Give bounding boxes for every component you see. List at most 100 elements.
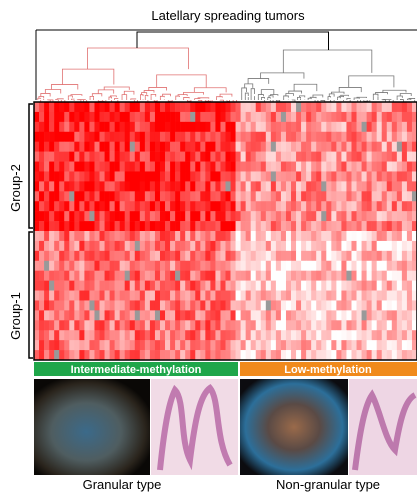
heatmap-cell	[241, 152, 246, 162]
heatmap-cell	[210, 181, 215, 191]
heatmap-cell	[120, 330, 125, 340]
heatmap-cell	[372, 231, 377, 241]
heatmap-cell	[367, 162, 372, 172]
heatmap-cell	[54, 162, 59, 172]
heatmap-cell	[200, 152, 205, 162]
dendrogram-branch	[176, 96, 180, 97]
heatmap-cell	[382, 251, 387, 261]
heatmap-cell	[326, 122, 331, 132]
heatmap-cell	[84, 221, 89, 231]
heatmap-cell	[412, 132, 417, 142]
heatmap-cell	[170, 211, 175, 221]
heatmap-cell	[155, 231, 160, 241]
heatmap-cell	[341, 191, 346, 201]
heatmap-cell	[84, 211, 89, 221]
heatmap-cell	[44, 251, 49, 261]
heatmap-cell	[210, 122, 215, 132]
heatmap-cell	[382, 211, 387, 221]
heatmap-cell	[286, 350, 291, 360]
heatmap-cell	[120, 231, 125, 241]
heatmap-cell	[236, 271, 241, 281]
heatmap-cell	[286, 261, 291, 271]
heatmap-cell	[271, 320, 276, 330]
heatmap-cell	[185, 261, 190, 271]
heatmap-cell	[266, 310, 271, 320]
heatmap-cell	[316, 330, 321, 340]
heatmap-cell	[367, 132, 372, 142]
heatmap-cell	[165, 251, 170, 261]
heatmap-cell	[251, 171, 256, 181]
heatmap-cell	[392, 201, 397, 211]
heatmap-cell	[236, 112, 241, 122]
dendrogram-branch	[62, 69, 113, 84]
heatmap-cell	[331, 102, 336, 112]
heatmap-cell	[145, 211, 150, 221]
heatmap-cell	[89, 142, 94, 152]
heatmap-cell	[271, 132, 276, 142]
heatmap-cell	[306, 251, 311, 261]
heatmap-cell	[231, 330, 236, 340]
heatmap-cell	[407, 152, 412, 162]
heatmap-cell	[377, 261, 382, 271]
heatmap-cell	[79, 300, 84, 310]
heatmap-cell	[89, 221, 94, 231]
heatmap-cell	[281, 271, 286, 281]
heatmap-cell	[382, 271, 387, 281]
heatmap-cell	[286, 152, 291, 162]
heatmap-cell	[407, 142, 412, 152]
heatmap-cell	[195, 112, 200, 122]
heatmap-cell	[241, 241, 246, 251]
dendrogram-branch	[248, 79, 269, 84]
heatmap-cell	[39, 350, 44, 360]
heatmap-cell	[155, 142, 160, 152]
heatmap-cell	[331, 271, 336, 281]
heatmap-cell	[94, 231, 99, 241]
heatmap-cell	[276, 152, 281, 162]
heatmap-cell	[271, 310, 276, 320]
heatmap-cell	[130, 231, 135, 241]
heatmap-cell	[130, 142, 135, 152]
heatmap-cell	[331, 281, 336, 291]
heatmap-cell	[84, 152, 89, 162]
dendrogram-branch	[397, 96, 402, 98]
heatmap-cell	[306, 122, 311, 132]
heatmap-cell	[220, 281, 225, 291]
heatmap-cell	[407, 102, 412, 112]
heatmap-cell	[407, 340, 412, 350]
heatmap-cell	[89, 211, 94, 221]
heatmap-cell	[367, 261, 372, 271]
heatmap-cell	[397, 350, 402, 360]
heatmap-cell	[64, 132, 69, 142]
heatmap-cell	[341, 132, 346, 142]
heatmap-cell	[94, 171, 99, 181]
heatmap-cell	[231, 340, 236, 350]
heatmap-cell	[367, 112, 372, 122]
heatmap-cell	[140, 350, 145, 360]
heatmap-cell	[261, 181, 266, 191]
heatmap-cell	[306, 330, 311, 340]
heatmap-cell	[110, 340, 115, 350]
heatmap-cell	[256, 132, 261, 142]
heatmap-cell	[115, 241, 120, 251]
heatmap-cell	[377, 291, 382, 301]
heatmap-cell	[362, 201, 367, 211]
heatmap-cell	[326, 271, 331, 281]
dendrogram-branch	[268, 98, 271, 99]
heatmap-cell	[387, 310, 392, 320]
heatmap-cell	[175, 201, 180, 211]
heatmap-cell	[357, 300, 362, 310]
heatmap-cell	[200, 221, 205, 231]
heatmap-cell	[226, 291, 231, 301]
heatmap-cell	[286, 201, 291, 211]
heatmap-cell	[155, 340, 160, 350]
heatmap-cell	[402, 330, 407, 340]
heatmap-cell	[49, 291, 54, 301]
heatmap-cell	[362, 291, 367, 301]
heatmap-cell	[296, 171, 301, 181]
heatmap-cell	[180, 102, 185, 112]
heatmap-cell	[135, 221, 140, 231]
heatmap-cell	[236, 171, 241, 181]
heatmap-cell	[220, 291, 225, 301]
heatmap-cell	[220, 112, 225, 122]
heatmap-cell	[190, 221, 195, 231]
